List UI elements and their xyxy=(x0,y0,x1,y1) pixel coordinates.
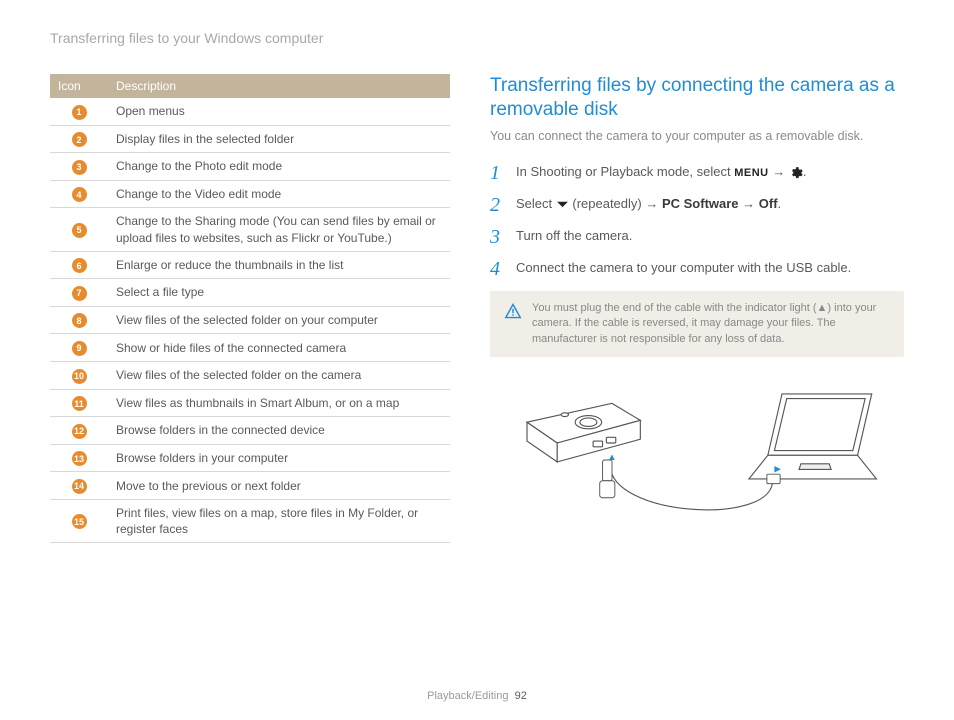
text-fragment: In Shooting or Playback mode, select xyxy=(516,164,734,179)
step-text: Connect the camera to your computer with… xyxy=(516,259,851,279)
cell-desc: View files of the selected folder on you… xyxy=(108,306,450,334)
badge-icon: 1 xyxy=(72,105,87,120)
steps-list: 1 In Shooting or Playback mode, select M… xyxy=(490,163,904,279)
table-row: 3 Change to the Photo edit mode xyxy=(50,153,450,181)
badge-icon: 10 xyxy=(72,369,87,384)
cell-desc: Show or hide files of the connected came… xyxy=(108,334,450,362)
page-number: 92 xyxy=(515,690,527,702)
left-column: Icon Description 1 Open menus 2 Display fi… xyxy=(50,74,450,550)
cell-desc: View files as thumbnails in Smart Album,… xyxy=(108,389,450,417)
step-text: Turn off the camera. xyxy=(516,227,632,247)
cell-desc: Display files in the selected folder xyxy=(108,125,450,153)
table-row: 8 View files of the selected folder on yo… xyxy=(50,306,450,334)
icon-description-table: Icon Description 1 Open menus 2 Display fi… xyxy=(50,74,450,543)
table-row: 5 Change to the Sharing mode (You can sen… xyxy=(50,208,450,251)
connection-diagram: ▲ ▶ xyxy=(490,375,904,545)
badge-icon: 7 xyxy=(72,286,87,301)
usb-cable xyxy=(610,465,772,510)
badge-icon: 12 xyxy=(72,424,87,439)
warning-note: You must plug the end of the cable with … xyxy=(490,291,904,357)
table-row: 13 Browse folders in your computer xyxy=(50,444,450,472)
step-number: 2 xyxy=(490,195,506,215)
chevron-down-icon xyxy=(556,200,569,210)
arrow-text: → xyxy=(769,164,789,179)
camera-icon xyxy=(527,404,640,463)
step-2: 2 Select (repeatedly) → PC Software → Of… xyxy=(490,195,904,215)
step-1: 1 In Shooting or Playback mode, select M… xyxy=(490,163,904,183)
note-text: You must plug the end of the cable with … xyxy=(532,301,890,347)
cell-desc: Enlarge or reduce the thumbnails in the … xyxy=(108,251,450,279)
badge-icon: 11 xyxy=(72,396,87,411)
warning-icon xyxy=(504,303,522,319)
usb-plug-camera xyxy=(600,460,615,498)
badge-icon: 6 xyxy=(72,258,87,273)
table-row: 10 View files of the selected folder on t… xyxy=(50,362,450,390)
th-desc: Description xyxy=(108,74,450,98)
step-text: Select (repeatedly) → PC Software → Off. xyxy=(516,195,781,215)
table-row: 12 Browse folders in the connected device xyxy=(50,417,450,445)
table-row: 6 Enlarge or reduce the thumbnails in the… xyxy=(50,251,450,279)
text-fragment: Select xyxy=(516,196,556,211)
cell-desc: Move to the previous or next folder xyxy=(108,472,450,500)
th-icon: Icon xyxy=(50,74,108,98)
badge-icon: 14 xyxy=(72,479,87,494)
table-row: 11 View files as thumbnails in Smart Albu… xyxy=(50,389,450,417)
footer-section: Playback/Editing xyxy=(427,690,508,702)
cell-desc: Print files, view files on a map, store … xyxy=(108,499,450,542)
section-title: Transferring files by connecting the cam… xyxy=(490,74,904,122)
step-number: 4 xyxy=(490,259,506,279)
badge-icon: 8 xyxy=(72,313,87,328)
table-row: 9 Show or hide files of the connected cam… xyxy=(50,334,450,362)
table-row: 14 Move to the previous or next folder xyxy=(50,472,450,500)
right-column: Transferring files by connecting the cam… xyxy=(490,74,904,550)
text-fragment: (repeatedly) → xyxy=(569,196,662,211)
step-4: 4 Connect the camera to your computer wi… xyxy=(490,259,904,279)
badge-icon: 5 xyxy=(72,223,87,238)
bold-text: PC Software xyxy=(662,196,739,211)
step-number: 1 xyxy=(490,163,506,183)
cell-desc: Change to the Video edit mode xyxy=(108,180,450,208)
badge-icon: 4 xyxy=(72,187,87,202)
cell-desc: Browse folders in your computer xyxy=(108,444,450,472)
bold-text: Off xyxy=(759,196,778,211)
cell-desc: Browse folders in the connected device xyxy=(108,417,450,445)
badge-icon: 13 xyxy=(72,451,87,466)
content-columns: Icon Description 1 Open menus 2 Display fi… xyxy=(50,74,904,550)
cell-desc: Change to the Photo edit mode xyxy=(108,153,450,181)
gear-icon xyxy=(789,166,803,180)
cell-desc: Open menus xyxy=(108,98,450,125)
laptop-icon xyxy=(749,394,877,479)
usb-plug-laptop xyxy=(767,474,780,483)
page-footer: Playback/Editing 92 xyxy=(0,690,954,702)
table-row: 7 Select a file type xyxy=(50,279,450,307)
step-number: 3 xyxy=(490,227,506,247)
menu-icon: MENU xyxy=(734,167,768,179)
table-row: 1 Open menus xyxy=(50,98,450,125)
badge-icon: 9 xyxy=(72,341,87,356)
badge-icon: 3 xyxy=(72,160,87,175)
step-3: 3 Turn off the camera. xyxy=(490,227,904,247)
badge-icon: 15 xyxy=(72,514,87,529)
breadcrumb: Transferring files to your Windows compu… xyxy=(50,30,904,46)
cell-desc: Change to the Sharing mode (You can send… xyxy=(108,208,450,251)
indicator-arrow-icon: ▶ xyxy=(774,464,781,474)
table-row: 4 Change to the Video edit mode xyxy=(50,180,450,208)
cell-desc: Select a file type xyxy=(108,279,450,307)
table-row: 2 Display files in the selected folder xyxy=(50,125,450,153)
step-text: In Shooting or Playback mode, select MEN… xyxy=(516,163,806,183)
cell-desc: View files of the selected folder on the… xyxy=(108,362,450,390)
intro-text: You can connect the camera to your compu… xyxy=(490,128,904,146)
badge-icon: 2 xyxy=(72,132,87,147)
text-fragment: . xyxy=(778,196,782,211)
arrow-text: → xyxy=(739,196,759,211)
table-row: 15 Print files, view files on a map, stor… xyxy=(50,499,450,542)
